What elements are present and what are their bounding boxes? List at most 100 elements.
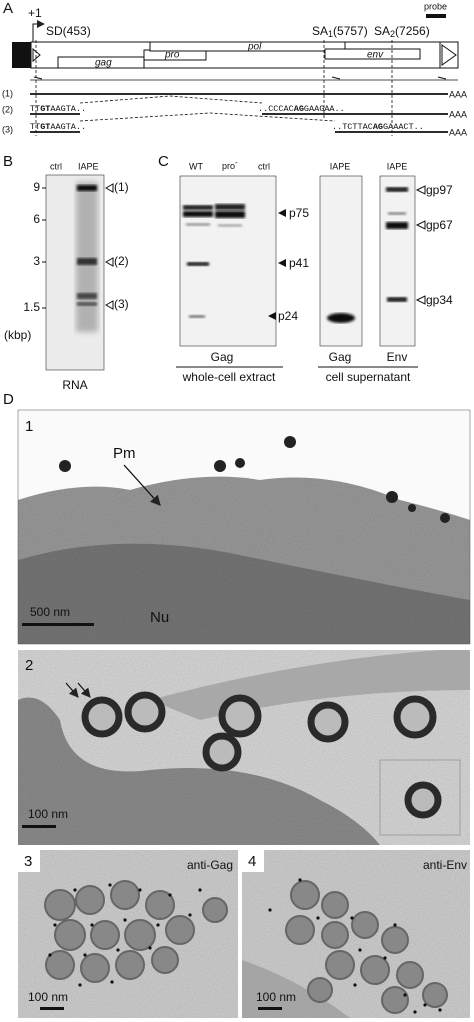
band-markers-part (104, 257, 114, 267)
western-extract-part (187, 262, 209, 266)
polya: AAA (449, 127, 467, 137)
northern-blot (45, 174, 105, 371)
western-extract-part (183, 211, 213, 217)
panel-b: B ctrl IAPE 9 6 3 1.5 (kbp) (1) (2) (3) … (3, 153, 129, 392)
northern-blot-part (77, 185, 97, 191)
western-extract-part (189, 315, 205, 318)
transcript-label: (2) (2, 104, 13, 114)
protein-label: p41 (289, 256, 309, 270)
micrograph-number: 4 (248, 853, 256, 870)
genome-map-part (441, 44, 457, 66)
micrograph-part-part (45, 950, 75, 980)
micrograph-part-part (54, 919, 86, 951)
western-supernatant-part (379, 175, 416, 347)
protein-label: p24 (278, 309, 298, 323)
size-label: 9 (33, 180, 40, 194)
micrograph-part-part (381, 986, 409, 1014)
micrograph-part-part (218, 694, 262, 738)
sa1-label: SA1(5757) (312, 24, 368, 39)
micrograph (242, 850, 470, 1018)
micrograph-part-part (381, 926, 409, 954)
micrograph-part-part (124, 691, 166, 733)
lane-label: WT (189, 161, 203, 171)
protein-label: gp97 (426, 183, 453, 197)
micrograph-number: 1 (25, 418, 33, 435)
western-supernatant-part (388, 212, 406, 215)
genome-map-part (439, 41, 459, 69)
micrograph-part-part (383, 956, 387, 960)
micrograph-part (44, 880, 228, 983)
western-extract-part (186, 223, 210, 226)
caption: Env (387, 350, 408, 364)
genome-map-part (324, 48, 421, 60)
size-markers-part (268, 312, 276, 320)
micrograph-part-part (408, 504, 416, 512)
micrograph-part-part (53, 923, 57, 927)
western-extract-part (215, 204, 245, 210)
panel-label: B (3, 153, 13, 170)
band-markers (104, 183, 114, 310)
micrograph-part-part (214, 460, 226, 472)
micrograph-part-part (138, 888, 142, 892)
micrograph-part-part (73, 888, 77, 892)
sequence: TTGTAAGTA.. (30, 104, 86, 114)
micrograph-part-part (202, 897, 228, 923)
micrograph-part-part (307, 701, 349, 743)
caption: RNA (62, 378, 87, 392)
micrograph-part-part (116, 948, 120, 952)
genome-map-part (57, 56, 145, 69)
sequence-part: ..TCTTAC (332, 122, 373, 132)
primer-line-part (437, 76, 447, 80)
micrograph-part-part (307, 977, 333, 1003)
protein-label: gp34 (426, 293, 453, 307)
panel-label: A (3, 0, 13, 17)
start-label: +1 (28, 6, 42, 20)
micrograph-part (285, 880, 448, 1014)
sa2-label: SA2(7256) (374, 24, 430, 39)
micrograph-part-part (48, 953, 52, 957)
scale-label: 100 nm (28, 807, 68, 821)
protein-label: p75 (289, 206, 309, 220)
sequence-part: AG (294, 104, 304, 114)
probe-bar (426, 14, 446, 18)
gene-label: gag (95, 58, 112, 69)
micrograph-part-part (80, 953, 110, 983)
sequence: TTGTAAGTA.. (30, 122, 86, 132)
scale-bar (22, 623, 94, 626)
micrograph-part-part (90, 920, 120, 950)
band-label: (3) (114, 297, 129, 311)
micrograph-part-part (198, 888, 202, 892)
micrograph (18, 850, 238, 1018)
micrograph-part-part (353, 983, 357, 987)
genome-map-part (32, 47, 41, 63)
sequence-part: ..CCCAC (258, 104, 294, 114)
western-supernatant-part (386, 187, 408, 192)
micrograph-part-part (110, 880, 140, 910)
number-box (18, 850, 40, 872)
sequence-part: AAGTA.. (50, 122, 86, 132)
size-label: 6 (33, 212, 40, 226)
micrograph-part-part (115, 950, 145, 980)
size-markers (268, 209, 286, 320)
caption: Gag (211, 350, 234, 364)
protein-label: gp67 (426, 218, 453, 232)
micrograph-part-part (75, 885, 105, 915)
micrograph-part-part (44, 889, 76, 921)
micrograph-part-part (440, 513, 450, 523)
sa1-label-part: 1 (328, 29, 333, 39)
start-arrow (32, 20, 45, 42)
lane-label: IAPE (387, 161, 408, 171)
micrograph-part-part (438, 1008, 442, 1012)
sa2-label-part: 2 (390, 29, 395, 39)
probe-label: probe (424, 1, 447, 11)
sequence-part: AAGTA.. (50, 104, 86, 114)
western-extract-part (215, 211, 245, 218)
lane-label: ctrl (50, 161, 62, 171)
pointer-arrow (77, 682, 91, 698)
western-extract (179, 175, 277, 347)
scale-bar (258, 1007, 282, 1010)
micrograph-part (48, 883, 202, 987)
northern-blot-part (77, 293, 97, 299)
micrograph-part (81, 691, 442, 819)
lane-label: IAPE (330, 161, 351, 171)
